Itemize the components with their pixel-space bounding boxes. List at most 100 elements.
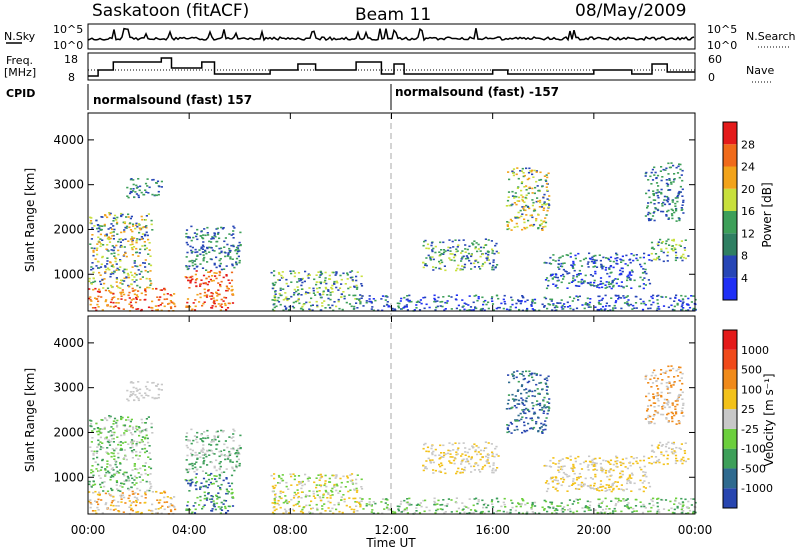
velocity-echo-cell [420,505,423,508]
power-echo-cell [211,305,214,307]
power-echo-cell [282,309,285,312]
power-echo-cell [116,233,119,235]
velocity-echo-cell [220,429,223,432]
power-echo-cell [211,236,214,238]
power-echo-cell [113,214,117,217]
power-echo-cell [523,205,526,208]
velocity-echo-cell [300,487,303,490]
power-echo-cell [109,275,112,278]
power-echo-cell [322,290,325,293]
velocity-echo-cell [446,503,449,505]
velocity-echo-cell [672,452,675,455]
velocity-echo-cell [225,478,228,480]
velocity-echo-cell [523,412,526,414]
power-echo-cell [662,168,665,171]
velocity-echo-cell [107,439,111,441]
velocity-echo-cell [470,471,473,473]
velocity-echo-cell [655,512,659,515]
velocity-echo-cell [228,505,232,508]
power-echo-cell [657,255,660,258]
power-echo-cell [537,213,540,216]
velocity-echo-cell [513,405,516,407]
power-echo-cell [290,295,293,298]
power-echo-cell [496,294,499,297]
velocity-echo-cell [569,510,572,513]
velocity-ylabel: Slant Range [km] [23,368,37,472]
velocity-echo-cell [279,490,282,493]
power-echo-cell [507,221,510,224]
velocity-echo-cell [278,482,281,484]
velocity-echo-cell [677,397,680,400]
power-echo-cell [477,261,480,264]
velocity-echo-cell [507,424,510,427]
velocity-echo-cell [675,369,678,372]
velocity-echo-cell [463,466,467,469]
velocity-echo-cell [513,400,516,402]
power-echo-cell [651,297,654,300]
velocity-echo-cell [468,498,471,500]
velocity-echo-cell [98,491,101,494]
power-echo-cell [220,250,223,253]
velocity-echo-cell [331,507,334,510]
velocity-echo-cell [514,509,517,512]
velocity-echo-cell [206,486,209,489]
velocity-echo-cell [626,482,629,485]
power-echo-cell [415,301,418,303]
velocity-echo-cell [136,441,139,443]
velocity-echo-cell [103,485,106,488]
power-echo-cell [210,306,213,309]
power-echo-cell [494,244,497,247]
power-echo-cell [461,268,464,271]
power-echo-cell [109,301,113,304]
velocity-echo-cell [397,508,400,510]
power-echo-cell [543,220,546,223]
velocity-echo-cell [657,399,660,402]
power-echo-cell [110,284,113,287]
velocity-echo-cell [545,389,548,391]
power-echo-cell [292,270,295,272]
power-echo-cell [202,259,205,262]
power-echo-cell [492,261,495,263]
velocity-echo-cell [491,506,495,508]
power-echo-cell [543,306,546,308]
velocity-echo-cell [511,373,514,376]
power-echo-cell [490,240,493,242]
velocity-echo-cell [104,475,107,477]
power-echo-cell [186,243,189,246]
power-echo-cell [141,226,144,229]
velocity-echo-cell [608,508,611,510]
power-echo-cell [220,298,223,301]
velocity-echo-cell [558,471,561,473]
velocity-echo-cell [526,429,529,432]
power-echo-cell [645,171,648,174]
velocity-echo-cell [115,466,118,468]
power-echo-cell [586,282,589,284]
power-echo-cell [114,260,117,263]
power-echo-cell [106,257,109,259]
power-echo-cell [324,279,327,282]
power-echo-cell [439,254,442,256]
power-echo-cell [238,250,241,252]
power-echo-cell [144,294,147,296]
power-echo-cell [418,309,422,311]
power-echo-cell [103,282,106,285]
velocity-echo-cell [663,402,666,404]
power-echo-cell [534,302,537,304]
power-echo-cell [96,303,99,306]
power-echo-cell [329,291,332,294]
velocity-echo-cell [425,506,428,509]
velocity-echo-cell [612,512,615,514]
power-echo-cell [231,258,234,260]
velocity-echo-cell [490,443,493,445]
velocity-echo-cell [650,444,654,447]
power-echo-cell [646,205,649,207]
velocity-echo-cell [451,443,454,446]
velocity-echo-cell [188,490,191,492]
velocity-echo-cell [218,474,222,477]
velocity-echo-cell [561,468,564,471]
power-echo-cell [674,202,677,205]
velocity-echo-cell [135,497,139,499]
power-echo-cell [194,263,197,266]
power-echo-cell [484,299,487,302]
velocity-echo-cell [317,474,320,476]
